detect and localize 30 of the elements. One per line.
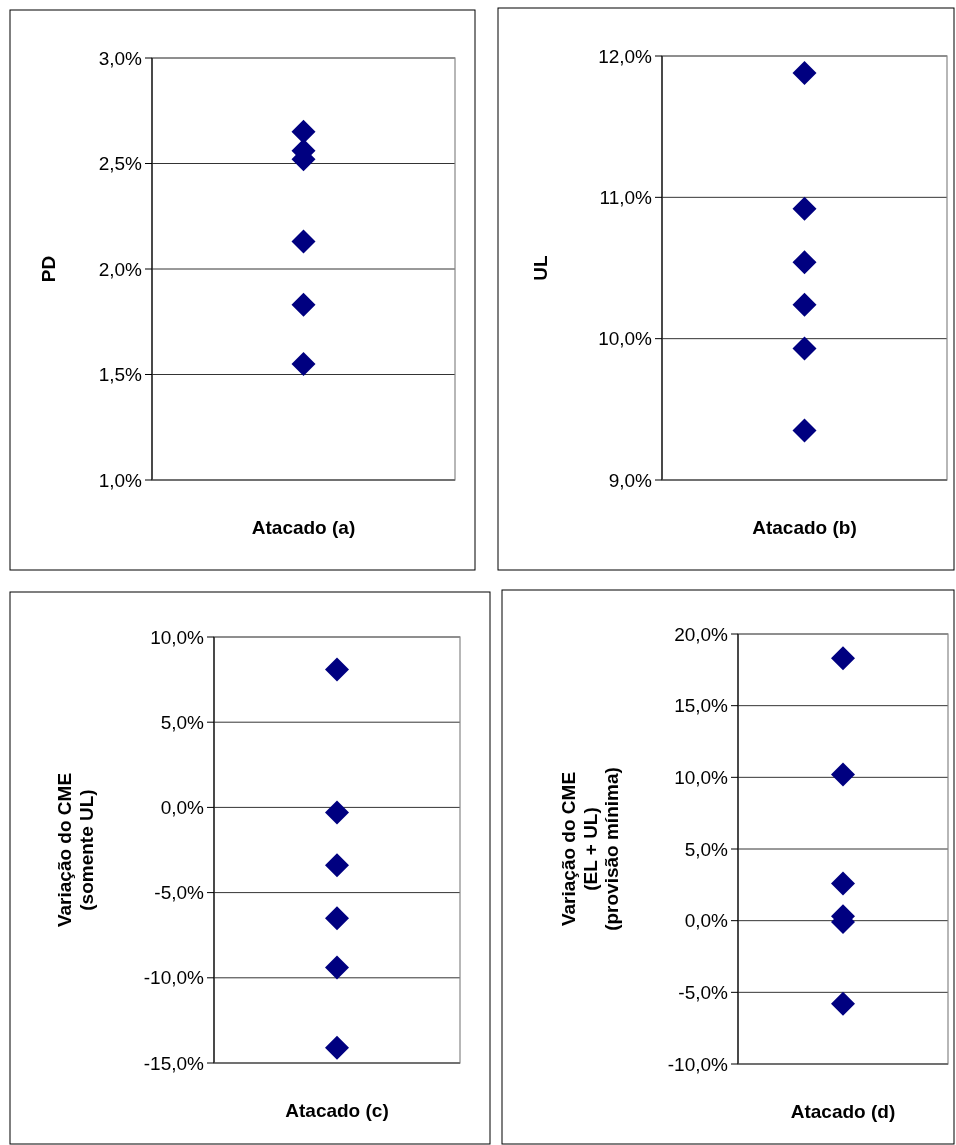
y-tick-label: -15,0% [143, 1052, 205, 1074]
y-tick-label: 3,0% [98, 47, 143, 69]
x-axis-title: Atacado (a) [251, 517, 356, 538]
y-tick-label: -5,0% [678, 981, 729, 1003]
x-axis-title: Atacado (b) [752, 517, 857, 538]
x-axis-title: Atacado (c) [285, 1100, 389, 1121]
y-tick-label: 2,0% [98, 258, 143, 280]
y-tick-label: 0,0% [160, 797, 205, 819]
y-tick-label: -10,0% [143, 967, 205, 989]
y-tick-label: 20,0% [674, 623, 729, 645]
y-tick-label: 10,0% [674, 766, 729, 788]
y-tick-label: 10,0% [598, 328, 653, 350]
y-axis-title: PD [37, 255, 59, 283]
x-axis-title: Atacado (d) [790, 1101, 896, 1122]
y-tick-label: 2,5% [98, 153, 143, 175]
y-axis-title: Variação do CME (somente UL) [53, 772, 97, 928]
y-tick-label: 0,0% [684, 910, 729, 932]
y-tick-label: -10,0% [667, 1053, 729, 1075]
y-tick-label: 1,5% [98, 364, 143, 386]
y-axis-title: Variação do CME (EL + UL) (provisão mínima) [557, 767, 623, 931]
y-tick-label: 9,0% [608, 469, 653, 491]
y-tick-label: -5,0% [154, 882, 205, 904]
y-axis-title: UL [529, 254, 551, 281]
y-tick-label: 5,0% [684, 838, 729, 860]
y-tick-label: 15,0% [674, 695, 729, 717]
y-tick-label: 1,0% [98, 469, 143, 491]
y-tick-label: 10,0% [150, 626, 205, 648]
y-tick-label: 11,0% [599, 186, 653, 208]
y-tick-label: 12,0% [598, 45, 653, 67]
y-tick-label: 5,0% [160, 711, 205, 733]
